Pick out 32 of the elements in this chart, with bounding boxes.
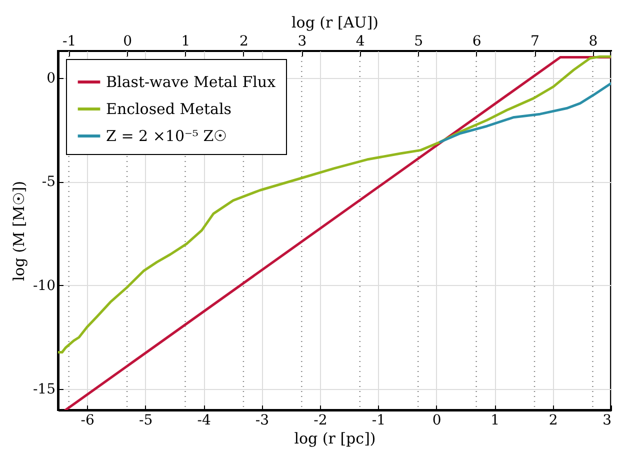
x2-tick-label: -1 <box>62 34 76 50</box>
x-axis-title: log (r [pc]) <box>294 430 376 448</box>
y-tick-label: -5 <box>42 174 56 190</box>
x2-tick-label: 0 <box>123 34 132 50</box>
x2-tick-label: 6 <box>472 34 482 50</box>
y-tick-label: 0 <box>46 70 56 86</box>
y-axis-title: log (M [M☉]) <box>10 180 28 282</box>
x2-axis-title: log (r [AU]) <box>291 14 379 32</box>
line-series <box>439 82 611 144</box>
x2-tick-label: 3 <box>298 34 307 50</box>
y-tick-label: -15 <box>32 382 56 398</box>
x-tick-label: -6 <box>80 412 95 428</box>
line-series <box>58 55 611 354</box>
x-tick-label: -2 <box>314 412 328 428</box>
x-tick-label: 3 <box>602 412 612 428</box>
x-tick-label: 0 <box>432 412 442 428</box>
x2-tick-label: 4 <box>356 34 365 50</box>
x-tick-label: -5 <box>138 412 153 428</box>
y-tick-label: -10 <box>32 278 56 294</box>
x2-tick-label: 2 <box>240 34 248 50</box>
legend-label: Blast-wave Metal Flux <box>106 73 276 91</box>
x-tick-label: 2 <box>548 412 558 428</box>
x2-tick-label: 5 <box>414 34 424 50</box>
x-tick-label: -4 <box>197 412 211 428</box>
legend-label: Z = 2 ×10⁻⁵ Z☉ <box>106 127 227 145</box>
x-tick-label: -3 <box>255 412 270 428</box>
x2-tick-label: 7 <box>530 34 540 50</box>
x2-tick-label: 1 <box>181 34 190 50</box>
x-tick-label: 1 <box>490 412 500 428</box>
x2-tick-label: 8 <box>588 34 598 50</box>
x-tick-label: -1 <box>372 412 386 428</box>
legend-label: Enclosed Metals <box>106 100 232 118</box>
